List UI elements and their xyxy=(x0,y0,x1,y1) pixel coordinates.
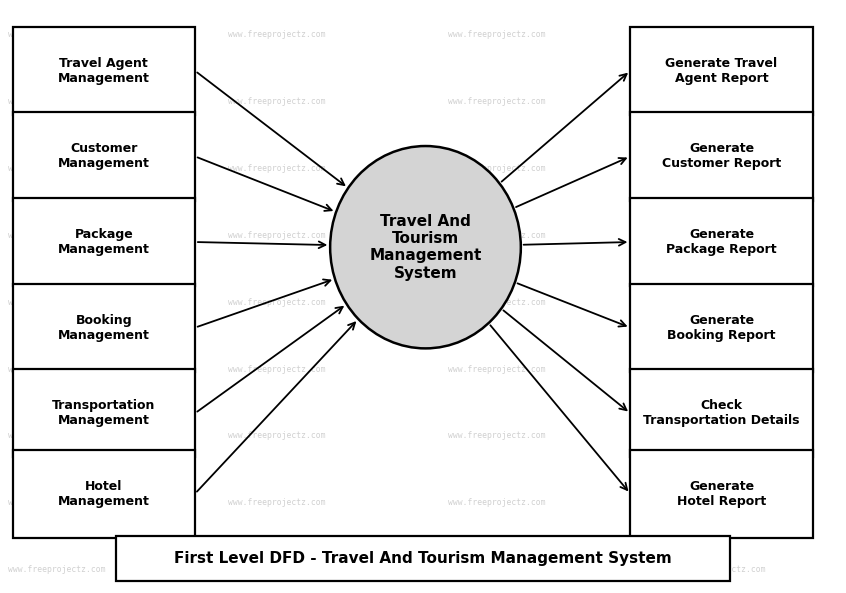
Text: Generate
Customer Report: Generate Customer Report xyxy=(662,142,781,170)
FancyBboxPatch shape xyxy=(630,112,813,200)
Text: www.freeprojectz.com: www.freeprojectz.com xyxy=(8,432,106,441)
FancyBboxPatch shape xyxy=(116,537,730,581)
Text: www.freeprojectz.com: www.freeprojectz.com xyxy=(228,365,326,374)
Text: www.freeprojectz.com: www.freeprojectz.com xyxy=(228,298,326,307)
FancyBboxPatch shape xyxy=(630,283,813,372)
Text: www.freeprojectz.com: www.freeprojectz.com xyxy=(667,164,765,173)
Text: www.freeprojectz.com: www.freeprojectz.com xyxy=(448,164,546,173)
FancyBboxPatch shape xyxy=(13,283,195,372)
Text: Generate
Package Report: Generate Package Report xyxy=(666,228,777,256)
Text: www.freeprojectz.com: www.freeprojectz.com xyxy=(448,30,546,40)
Text: www.freeprojectz.com: www.freeprojectz.com xyxy=(667,565,765,574)
Text: www.freeprojectz.com: www.freeprojectz.com xyxy=(448,432,546,441)
Text: Check
Transportation Details: Check Transportation Details xyxy=(643,399,799,427)
Text: Generate
Hotel Report: Generate Hotel Report xyxy=(677,480,766,508)
Text: Transportation
Management: Transportation Management xyxy=(52,399,156,427)
Text: www.freeprojectz.com: www.freeprojectz.com xyxy=(8,30,106,40)
Text: First Level DFD - Travel And Tourism Management System: First Level DFD - Travel And Tourism Man… xyxy=(174,551,672,566)
Text: www.freeprojectz.com: www.freeprojectz.com xyxy=(228,498,326,507)
Text: www.freeprojectz.com: www.freeprojectz.com xyxy=(448,231,546,240)
FancyBboxPatch shape xyxy=(13,27,195,115)
Text: www.freeprojectz.com: www.freeprojectz.com xyxy=(8,498,106,507)
Text: Generate Travel
Agent Report: Generate Travel Agent Report xyxy=(666,57,777,85)
Text: www.freeprojectz.com: www.freeprojectz.com xyxy=(228,565,326,574)
Ellipse shape xyxy=(330,146,521,349)
Text: Travel And
Tourism
Management
System: Travel And Tourism Management System xyxy=(370,213,481,281)
FancyBboxPatch shape xyxy=(13,449,195,538)
FancyBboxPatch shape xyxy=(13,112,195,200)
FancyBboxPatch shape xyxy=(630,198,813,286)
Text: www.freeprojectz.com: www.freeprojectz.com xyxy=(667,298,765,307)
Text: Package
Management: Package Management xyxy=(58,228,150,256)
Text: Booking
Management: Booking Management xyxy=(58,314,150,342)
Text: www.freeprojectz.com: www.freeprojectz.com xyxy=(448,565,546,574)
Text: www.freeprojectz.com: www.freeprojectz.com xyxy=(667,365,765,374)
FancyBboxPatch shape xyxy=(630,449,813,538)
FancyBboxPatch shape xyxy=(13,369,195,457)
Text: Hotel
Management: Hotel Management xyxy=(58,480,150,508)
Text: www.freeprojectz.com: www.freeprojectz.com xyxy=(667,30,765,40)
Text: www.freeprojectz.com: www.freeprojectz.com xyxy=(448,365,546,374)
Text: www.freeprojectz.com: www.freeprojectz.com xyxy=(228,432,326,441)
Text: Customer
Management: Customer Management xyxy=(58,142,150,170)
FancyBboxPatch shape xyxy=(13,198,195,286)
Text: www.freeprojectz.com: www.freeprojectz.com xyxy=(667,97,765,106)
Text: Generate
Booking Report: Generate Booking Report xyxy=(667,314,776,342)
Text: www.freeprojectz.com: www.freeprojectz.com xyxy=(228,231,326,240)
Text: www.freeprojectz.com: www.freeprojectz.com xyxy=(8,231,106,240)
FancyBboxPatch shape xyxy=(630,27,813,115)
Text: www.freeprojectz.com: www.freeprojectz.com xyxy=(448,97,546,106)
Text: www.freeprojectz.com: www.freeprojectz.com xyxy=(228,97,326,106)
Text: www.freeprojectz.com: www.freeprojectz.com xyxy=(8,97,106,106)
FancyBboxPatch shape xyxy=(630,369,813,457)
Text: www.freeprojectz.com: www.freeprojectz.com xyxy=(448,498,546,507)
Text: www.freeprojectz.com: www.freeprojectz.com xyxy=(667,231,765,240)
Text: www.freeprojectz.com: www.freeprojectz.com xyxy=(228,30,326,40)
Text: www.freeprojectz.com: www.freeprojectz.com xyxy=(667,498,765,507)
Text: www.freeprojectz.com: www.freeprojectz.com xyxy=(8,164,106,173)
Text: www.freeprojectz.com: www.freeprojectz.com xyxy=(8,298,106,307)
Text: Travel Agent
Management: Travel Agent Management xyxy=(58,57,150,85)
Text: www.freeprojectz.com: www.freeprojectz.com xyxy=(667,432,765,441)
Text: www.freeprojectz.com: www.freeprojectz.com xyxy=(8,565,106,574)
Text: www.freeprojectz.com: www.freeprojectz.com xyxy=(8,365,106,374)
Text: www.freeprojectz.com: www.freeprojectz.com xyxy=(228,164,326,173)
Text: www.freeprojectz.com: www.freeprojectz.com xyxy=(448,298,546,307)
